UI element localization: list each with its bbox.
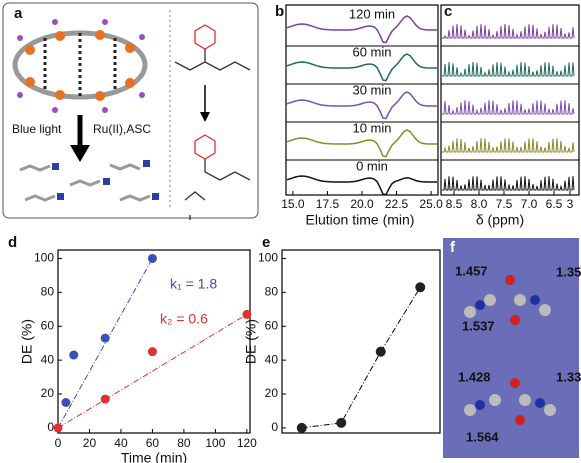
point	[415, 282, 426, 293]
x-tick-label: 20	[83, 436, 97, 450]
arrow-head	[70, 145, 90, 162]
y-tick-label: 100	[34, 251, 54, 265]
x-tick-label: 0	[55, 436, 62, 450]
y-axis-label: DE (%)	[19, 319, 35, 364]
point	[100, 333, 110, 343]
fragment-ends	[52, 160, 159, 200]
point	[61, 398, 71, 407]
trace	[286, 91, 437, 120]
y-tick-label: 60	[41, 318, 55, 332]
axes-frame	[281, 249, 441, 434]
point	[375, 346, 386, 357]
trend-line	[57, 258, 153, 429]
y-tick-label: 20	[41, 386, 55, 400]
point	[296, 422, 307, 433]
series-label: k₁ = 1.8	[170, 276, 217, 292]
x-tick-label: 40	[114, 436, 128, 450]
trace	[286, 129, 437, 158]
panel-label: d	[8, 234, 17, 251]
nodes	[25, 30, 135, 101]
trace-label: 0 min	[356, 158, 388, 173]
dft-image	[443, 238, 579, 458]
point	[69, 350, 79, 360]
nmr-trace	[442, 61, 575, 77]
molecule	[174, 49, 251, 220]
atoms	[464, 294, 556, 416]
y-axis-label: DE (%)	[243, 319, 259, 364]
x-tick-label: 25.0	[419, 197, 443, 211]
bond-length: 1.564	[466, 429, 499, 444]
atoms-n	[475, 295, 545, 410]
panel-a-frame	[2, 2, 259, 219]
point	[53, 423, 63, 433]
trace-label: 30 min	[352, 82, 391, 97]
x-tick-label: 7.0	[521, 197, 538, 211]
trend-line	[301, 287, 421, 429]
x-tick-label: 100	[205, 436, 225, 450]
series-label: k₂ = 0.6	[160, 311, 208, 327]
arrow-label: Blue light	[12, 122, 62, 136]
panel-c-frame	[440, 4, 580, 196]
trace-label: 60 min	[352, 44, 391, 59]
trace	[286, 175, 437, 196]
nmr-trace	[442, 176, 575, 191]
x-tick-label: 60	[146, 436, 160, 450]
panel-label: f	[450, 239, 456, 256]
bond-length: 1.33	[556, 369, 581, 384]
x-tick-label: 3	[567, 197, 574, 211]
point	[147, 347, 157, 357]
fragments	[19, 163, 151, 202]
y-tick-label: 80	[41, 285, 55, 299]
bond-length: 1.457	[455, 263, 488, 278]
y-tick-label: 0	[47, 420, 54, 434]
x-axis-label: Elution time (min)	[306, 212, 415, 228]
trace-label: 120 min	[349, 6, 395, 21]
y-tick-label: 0	[271, 420, 278, 434]
panel-label: c	[444, 3, 452, 20]
y-tick-label: 100	[258, 251, 278, 265]
point	[100, 394, 110, 404]
axes-frame	[57, 249, 251, 434]
nmr-trace	[442, 138, 575, 153]
atoms-o	[505, 275, 525, 425]
trace-label: 10 min	[352, 120, 391, 135]
end-groups	[17, 19, 145, 113]
x-tick-label: 15.0	[281, 197, 305, 211]
x-axis-label: δ (ppm)	[476, 212, 524, 228]
x-tick-label: 17.5	[316, 197, 340, 211]
x-tick-label: 6.5	[546, 197, 563, 211]
arrow-head	[200, 112, 210, 122]
x-tick-label: 120	[237, 436, 257, 450]
x-tick-label: 7.5	[496, 197, 513, 211]
y-tick-label: 40	[265, 352, 279, 366]
trace	[286, 53, 437, 82]
panel-label: b	[275, 3, 284, 20]
point	[242, 309, 252, 319]
trace	[286, 15, 437, 44]
bond-length: 1.428	[458, 369, 491, 384]
x-tick-label: 8.5	[446, 197, 463, 211]
y-tick-label: 20	[265, 386, 279, 400]
x-axis-label: Time (min)	[121, 450, 187, 463]
x-tick-label: 22.5	[385, 197, 409, 211]
arrow-label: Ru(II),ASC	[93, 122, 151, 136]
panel-label: e	[262, 234, 270, 251]
point	[147, 253, 157, 263]
trend-line	[57, 313, 248, 429]
x-tick-label: 80	[177, 436, 191, 450]
bond-length: 1.35	[556, 264, 581, 279]
y-tick-label: 60	[265, 318, 279, 332]
crosslinks	[43, 33, 117, 97]
nmr-trace	[442, 100, 575, 115]
x-tick-label: 8.0	[471, 197, 488, 211]
x-tick-label: 20.0	[350, 197, 374, 211]
y-tick-label: 80	[265, 285, 279, 299]
panel-label: a	[14, 5, 23, 22]
y-tick-label: 40	[41, 352, 55, 366]
nmr-trace	[442, 23, 575, 39]
point	[336, 417, 347, 428]
bond-length: 1.537	[462, 318, 495, 333]
